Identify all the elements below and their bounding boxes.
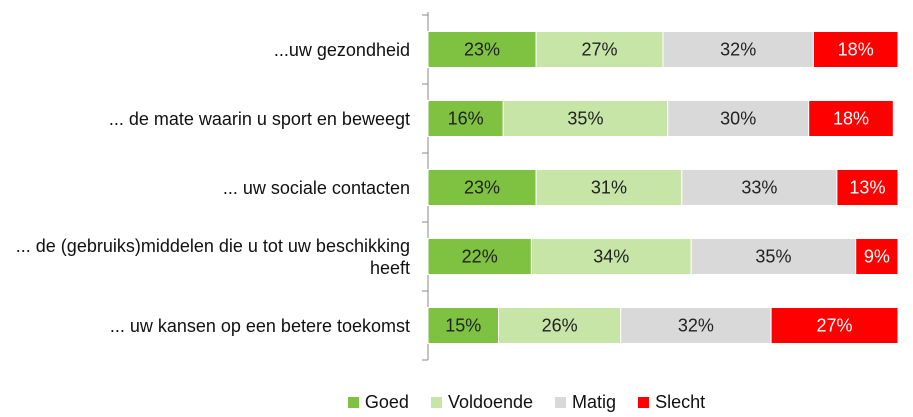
legend-label: Matig	[572, 392, 617, 412]
category-label: ... uw kansen op een betere toekomst	[0, 291, 410, 360]
value-label: 18%	[833, 108, 869, 128]
bar-segment	[427, 100, 504, 137]
value-label: 23%	[464, 177, 500, 197]
bar-segment	[812, 31, 899, 68]
bar-segment	[530, 238, 692, 275]
bar-segment	[667, 100, 810, 137]
bar-segment	[502, 100, 669, 137]
bar-segment	[427, 238, 532, 275]
legend-swatch	[430, 397, 442, 408]
value-label: 32%	[720, 39, 756, 59]
value-label: 18%	[838, 39, 874, 59]
category-label: ... uw sociale contacten	[0, 153, 410, 222]
value-label: 27%	[582, 39, 618, 59]
value-label: 34%	[593, 246, 629, 266]
value-label: 31%	[591, 177, 627, 197]
category-text: ...uw gezondheid	[273, 39, 410, 60]
value-label: 35%	[567, 108, 603, 128]
legend-label: Goed	[364, 392, 409, 412]
value-label: 32%	[678, 315, 714, 335]
bar-segment	[662, 31, 814, 68]
value-label: 9%	[864, 246, 890, 266]
bar-segment	[427, 169, 537, 206]
bar-segment	[498, 307, 622, 344]
value-label: 15%	[445, 315, 481, 335]
legend-item: Slecht	[638, 392, 705, 413]
value-label: 27%	[817, 315, 853, 335]
bar-segment	[681, 169, 838, 206]
value-label: 22%	[462, 246, 498, 266]
value-label: 30%	[720, 108, 756, 128]
bar-segment	[427, 307, 499, 344]
bar-segment	[808, 100, 894, 137]
legend-swatch	[347, 397, 359, 408]
value-label: 35%	[755, 246, 791, 266]
category-text: ... uw sociale contacten	[222, 177, 410, 198]
category-text: ... uw kansen op een betere toekomst	[109, 315, 410, 336]
category-text: ... de mate waarin u sport en beweegt	[108, 108, 410, 129]
value-label: 16%	[448, 108, 484, 128]
legend-swatch	[555, 397, 567, 408]
value-label: 33%	[741, 177, 777, 197]
bar-segment	[620, 307, 772, 344]
legend-item: Matig	[555, 392, 616, 413]
category-label: ... de mate waarin u sport en beweegt	[0, 84, 410, 153]
value-label: 13%	[849, 177, 885, 197]
value-label: 23%	[464, 39, 500, 59]
legend-label: Slecht	[655, 392, 706, 412]
legend-label: Voldoende	[447, 392, 534, 412]
bar-segment	[427, 31, 537, 68]
legend: Goed Voldoende Matig Slecht	[0, 392, 913, 413]
legend-item: Goed	[347, 392, 409, 413]
bar-segment	[690, 238, 857, 275]
bar-segment	[836, 169, 899, 206]
category-text: ... de (gebruiks)middelen die u tot uw b…	[15, 235, 410, 278]
bar-segment	[855, 238, 899, 275]
legend-swatch	[638, 397, 650, 408]
value-label: 26%	[542, 315, 578, 335]
category-label: ... de (gebruiks)middelen die u tot uw b…	[0, 222, 410, 291]
bar-segment	[770, 307, 899, 344]
category-label: ...uw gezondheid	[0, 15, 410, 84]
legend-item: Voldoende	[430, 392, 534, 413]
bar-segment	[535, 169, 683, 206]
